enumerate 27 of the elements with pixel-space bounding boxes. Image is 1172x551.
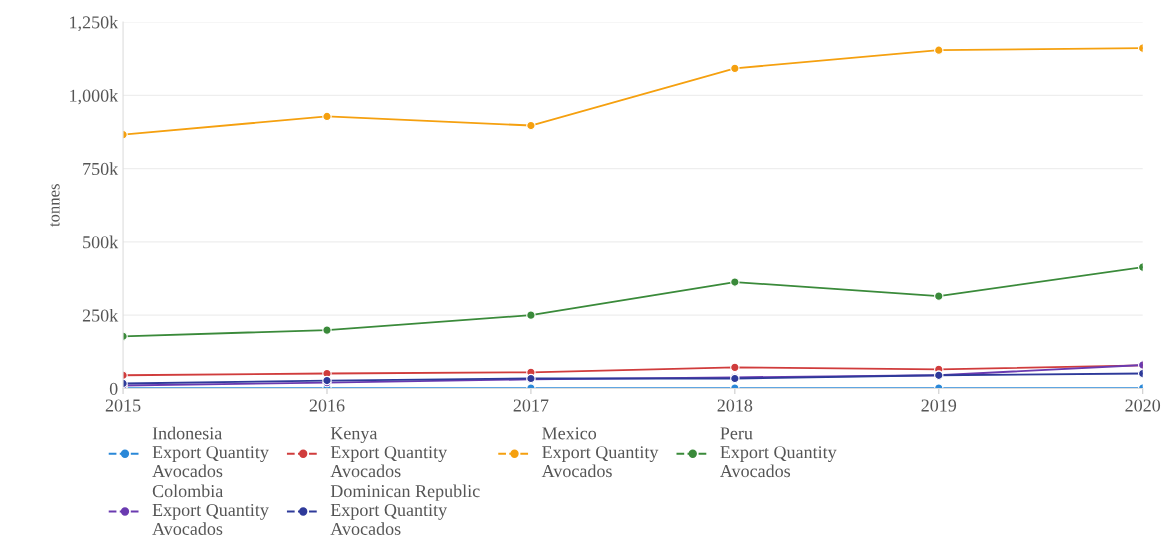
- legend-label: Dominican Republic Export Quantity Avocados: [330, 484, 480, 535]
- point: [730, 362, 740, 373]
- x-tick-label: 2015: [105, 399, 141, 412]
- point: [730, 63, 740, 74]
- point: [322, 325, 332, 335]
- y-tick-label: 0: [109, 382, 118, 395]
- point: [730, 277, 740, 287]
- y-axis-title: tonnes: [50, 184, 60, 227]
- x-tick-label: 2017: [513, 399, 549, 412]
- point: [322, 111, 332, 122]
- x-tick-label: 2020: [1125, 399, 1161, 412]
- legend-label: Peru Export Quantity Avocados: [720, 427, 837, 478]
- x-tick-label: 2019: [921, 399, 957, 412]
- legend-label: Colombia Export Quantity Avocados: [152, 484, 269, 535]
- y-tick-label: 1,250k: [70, 15, 119, 32]
- y-tick-label: 1,000k: [70, 89, 119, 105]
- legend-label: Indonesia Export Quantity Avocados: [152, 426, 269, 478]
- x-tick-label: 2016: [309, 399, 345, 412]
- point: [526, 310, 536, 320]
- y-tick-label: 250k: [82, 308, 119, 322]
- legend-label: Mexico Export Quantity Avocados: [541, 427, 659, 478]
- y-tick-label: 500k: [83, 235, 119, 249]
- x-tick-label: 2018: [717, 399, 753, 412]
- y-tick-label: 750k: [83, 162, 119, 176]
- legend-label: Kenya Export Quantity Avocados: [330, 427, 448, 478]
- point: [934, 291, 944, 301]
- point: [934, 45, 944, 55]
